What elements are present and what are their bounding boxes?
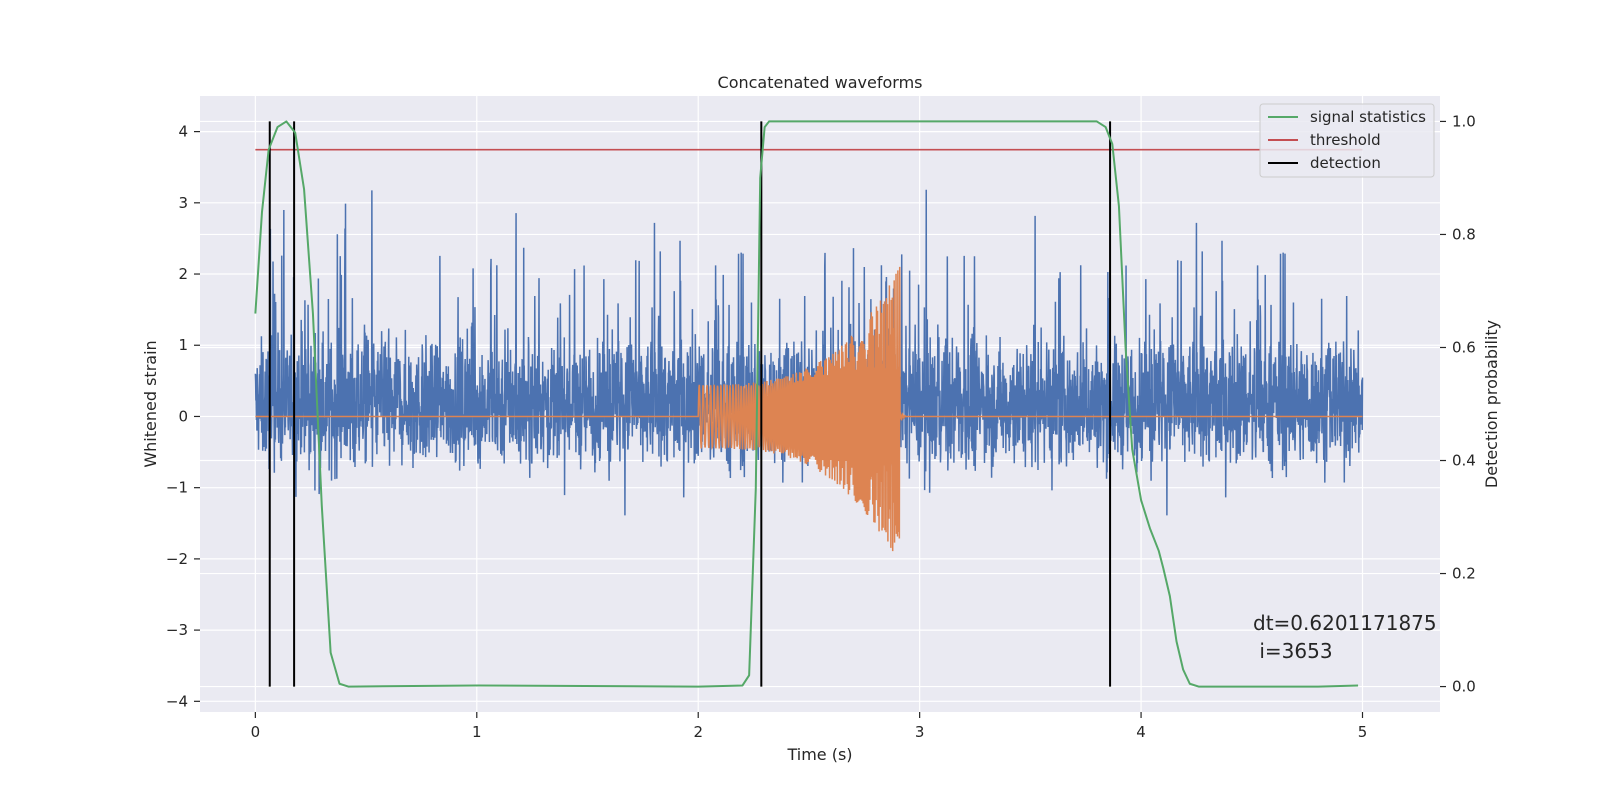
y-tick-label-right: 1.0 — [1452, 112, 1476, 130]
y-tick-label-left: −4 — [166, 692, 188, 710]
y-tick-label-left: 0 — [178, 407, 188, 425]
y-tick-label-left: 3 — [178, 194, 188, 212]
series-whitened-strain — [254, 189, 1364, 516]
y-tick-label-left: −3 — [166, 621, 188, 639]
y-tick-label-left: −1 — [166, 479, 188, 497]
y-tick-label-right: 0.8 — [1452, 225, 1476, 243]
y-tick-label-left: −2 — [166, 550, 188, 568]
y-axis-label-left: Whitened strain — [141, 340, 160, 467]
annotation-index: i=3653 — [1253, 639, 1333, 663]
x-tick-label: 2 — [693, 723, 703, 741]
legend-label-detection: detection — [1310, 154, 1381, 172]
x-tick-label: 4 — [1136, 723, 1146, 741]
x-axis-label: Time (s) — [786, 745, 852, 764]
y-tick-label-right: 0.2 — [1452, 565, 1476, 583]
annotation-dt: dt=0.6201171875 — [1253, 611, 1437, 635]
chart-title: Concatenated waveforms — [718, 73, 923, 92]
x-tick-label: 1 — [472, 723, 482, 741]
y-tick-label-left: 2 — [178, 265, 188, 283]
y-tick-label-right: 0.4 — [1452, 452, 1476, 470]
x-tick-label: 3 — [915, 723, 925, 741]
y-tick-label-right: 0.6 — [1452, 338, 1476, 356]
series-injected-chirp — [255, 266, 1363, 552]
y-tick-label-left: 4 — [178, 123, 188, 141]
y-tick-label-left: 1 — [178, 336, 188, 354]
legend-label-signal-statistics: signal statistics — [1310, 108, 1426, 126]
series-layer — [254, 120, 1364, 688]
x-tick-label: 5 — [1358, 723, 1368, 741]
x-tick-label: 0 — [251, 723, 261, 741]
y-axis-label-right: Detection probability — [1482, 320, 1501, 488]
series-signal-statistics — [254, 120, 1359, 688]
legend-label-threshold: threshold — [1310, 131, 1381, 149]
ticks-layer: 0 1 2 3 4 5 −4 −3 −2 −1 0 1 2 3 4 0.0 0.2 0.4 0.6 0.8 1.0 — [166, 112, 1476, 741]
y-tick-label-right: 0.0 — [1452, 678, 1476, 696]
legend: signal statistics threshold detection — [1259, 103, 1435, 178]
legend-box — [1259, 103, 1435, 178]
